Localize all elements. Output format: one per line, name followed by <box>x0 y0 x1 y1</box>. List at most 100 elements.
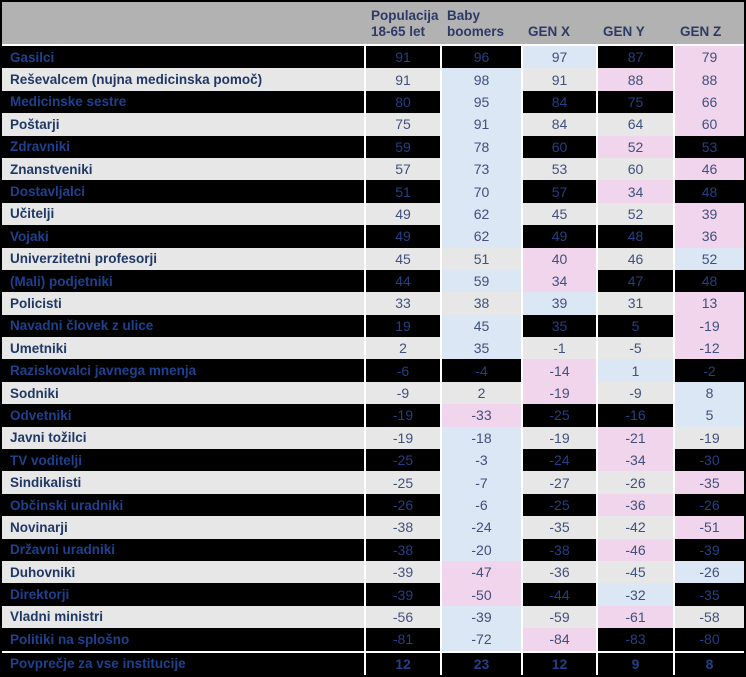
value-cell: 79 <box>675 46 744 69</box>
table-header: Populacija 18-65 let Baby boomers GEN X … <box>2 2 744 44</box>
value-cell: -3 <box>442 449 521 472</box>
value-cell: -19 <box>523 381 596 405</box>
value-cell: 13 <box>675 292 744 315</box>
row-label: Gasilci <box>2 46 364 69</box>
value-cell: 45 <box>442 314 521 338</box>
table-body: Gasilci 91 96 97 87 79 Reševalcem (nujna medic… <box>2 46 744 675</box>
value-cell: 38 <box>442 292 521 315</box>
row-label: Sodniki <box>2 381 364 405</box>
value-cell: 8 <box>675 652 744 675</box>
row-label: Dostavljalci <box>2 180 364 203</box>
value-cell: 9 <box>598 652 673 675</box>
value-cell: -20 <box>442 538 521 561</box>
row-label: Javni tožilci <box>2 426 364 450</box>
row-label: Navadni človek z ulice <box>2 314 364 338</box>
value-cell: 70 <box>442 180 521 203</box>
value-cell: 46 <box>675 157 744 181</box>
table-row: Javni tožilci -19 -18 -19 -21 -19 <box>2 426 744 450</box>
value-cell: 52 <box>598 202 673 226</box>
row-label: Direktorji <box>2 583 364 606</box>
table-row: Odvetniki -19 -33 -25 -16 5 <box>2 404 744 427</box>
value-cell: 2 <box>366 337 440 360</box>
value-cell: -84 <box>523 628 596 651</box>
value-cell: 23 <box>442 652 521 675</box>
value-cell: 12 <box>366 652 440 675</box>
value-cell: -26 <box>675 493 744 517</box>
table-row: Občinski uradniki -26 -6 -25 -36 -26 <box>2 493 744 517</box>
value-cell: 91 <box>523 68 596 91</box>
value-cell: 36 <box>675 225 744 248</box>
value-cell: -39 <box>442 605 521 629</box>
value-cell: -38 <box>523 538 596 561</box>
value-cell: 45 <box>366 247 440 270</box>
value-cell: -33 <box>442 404 521 427</box>
row-label: Državni uradniki <box>2 538 364 561</box>
table-row: Vojaki 49 62 49 48 36 <box>2 225 744 248</box>
value-cell: -36 <box>523 560 596 584</box>
value-cell: -26 <box>675 560 744 584</box>
row-label: Duhovniki <box>2 560 364 584</box>
value-cell: -58 <box>675 605 744 629</box>
value-cell: -5 <box>598 337 673 360</box>
table-row: Znanstveniki 57 73 53 60 46 <box>2 157 744 181</box>
value-cell: 51 <box>366 180 440 203</box>
table-row: TV voditelji -25 -3 -24 -34 -30 <box>2 449 744 472</box>
value-cell: -36 <box>598 493 673 517</box>
value-cell: 12 <box>523 652 596 675</box>
row-label: Reševalcem (nujna medicinska pomoč) <box>2 68 364 91</box>
value-cell: 39 <box>675 202 744 226</box>
value-cell: 59 <box>442 269 521 293</box>
value-cell: -42 <box>598 516 673 539</box>
value-cell: -38 <box>366 516 440 539</box>
value-cell: 45 <box>523 202 596 226</box>
row-label: Raziskovalci javnega mnenja <box>2 359 364 382</box>
column-header-line: GEN Z <box>680 24 722 39</box>
value-cell: 91 <box>442 113 521 136</box>
value-cell: 2 <box>442 381 521 405</box>
value-cell: 46 <box>598 247 673 270</box>
row-label: Zdravniki <box>2 135 364 158</box>
value-cell: -27 <box>523 471 596 494</box>
value-cell: -21 <box>598 426 673 450</box>
value-cell: -38 <box>366 538 440 561</box>
table-row: Državni uradniki -38 -20 -38 -46 -39 <box>2 538 744 561</box>
value-cell: 53 <box>523 157 596 181</box>
value-cell: 44 <box>366 269 440 293</box>
column-header-line: GEN Y <box>603 24 645 39</box>
column-header-line: Populacija <box>371 8 439 23</box>
value-cell: -45 <box>598 560 673 584</box>
value-cell: 91 <box>366 68 440 91</box>
table-row: Navadni človek z ulice 19 45 35 5 -19 <box>2 314 744 338</box>
value-cell: -51 <box>675 516 744 539</box>
value-cell: 78 <box>442 135 521 158</box>
value-cell: 48 <box>598 225 673 248</box>
column-header-line: Baby <box>447 8 481 23</box>
value-cell: -39 <box>366 560 440 584</box>
value-cell: -47 <box>442 560 521 584</box>
table-row: Reševalcem (nujna medicinska pomoč) 91 98 9… <box>2 68 744 91</box>
value-cell: -80 <box>675 628 744 651</box>
value-cell: 35 <box>442 337 521 360</box>
column-header-baby-boomers: Baby boomers <box>442 2 521 44</box>
table-row: Novinarji -38 -24 -35 -42 -51 <box>2 516 744 539</box>
value-cell: -19 <box>523 426 596 450</box>
value-cell: -35 <box>675 583 744 606</box>
value-cell: -6 <box>442 493 521 517</box>
value-cell: 87 <box>598 46 673 69</box>
value-cell: -1 <box>523 337 596 360</box>
value-cell: -81 <box>366 628 440 651</box>
value-cell: -25 <box>366 471 440 494</box>
value-cell: 34 <box>523 269 596 293</box>
value-cell: 66 <box>675 90 744 114</box>
row-label: Univerzitetni profesorji <box>2 247 364 270</box>
table-row: Zdravniki 59 78 60 52 53 <box>2 135 744 158</box>
column-header-line: 18-65 let <box>371 24 426 39</box>
value-cell: 53 <box>675 135 744 158</box>
value-cell: -7 <box>442 471 521 494</box>
value-cell: 34 <box>598 180 673 203</box>
value-cell: -16 <box>598 404 673 427</box>
total-row: Povprečje za vse institucije 12 23 12 9 8 <box>2 652 744 675</box>
row-label: Novinarji <box>2 516 364 539</box>
value-cell: -9 <box>366 381 440 405</box>
